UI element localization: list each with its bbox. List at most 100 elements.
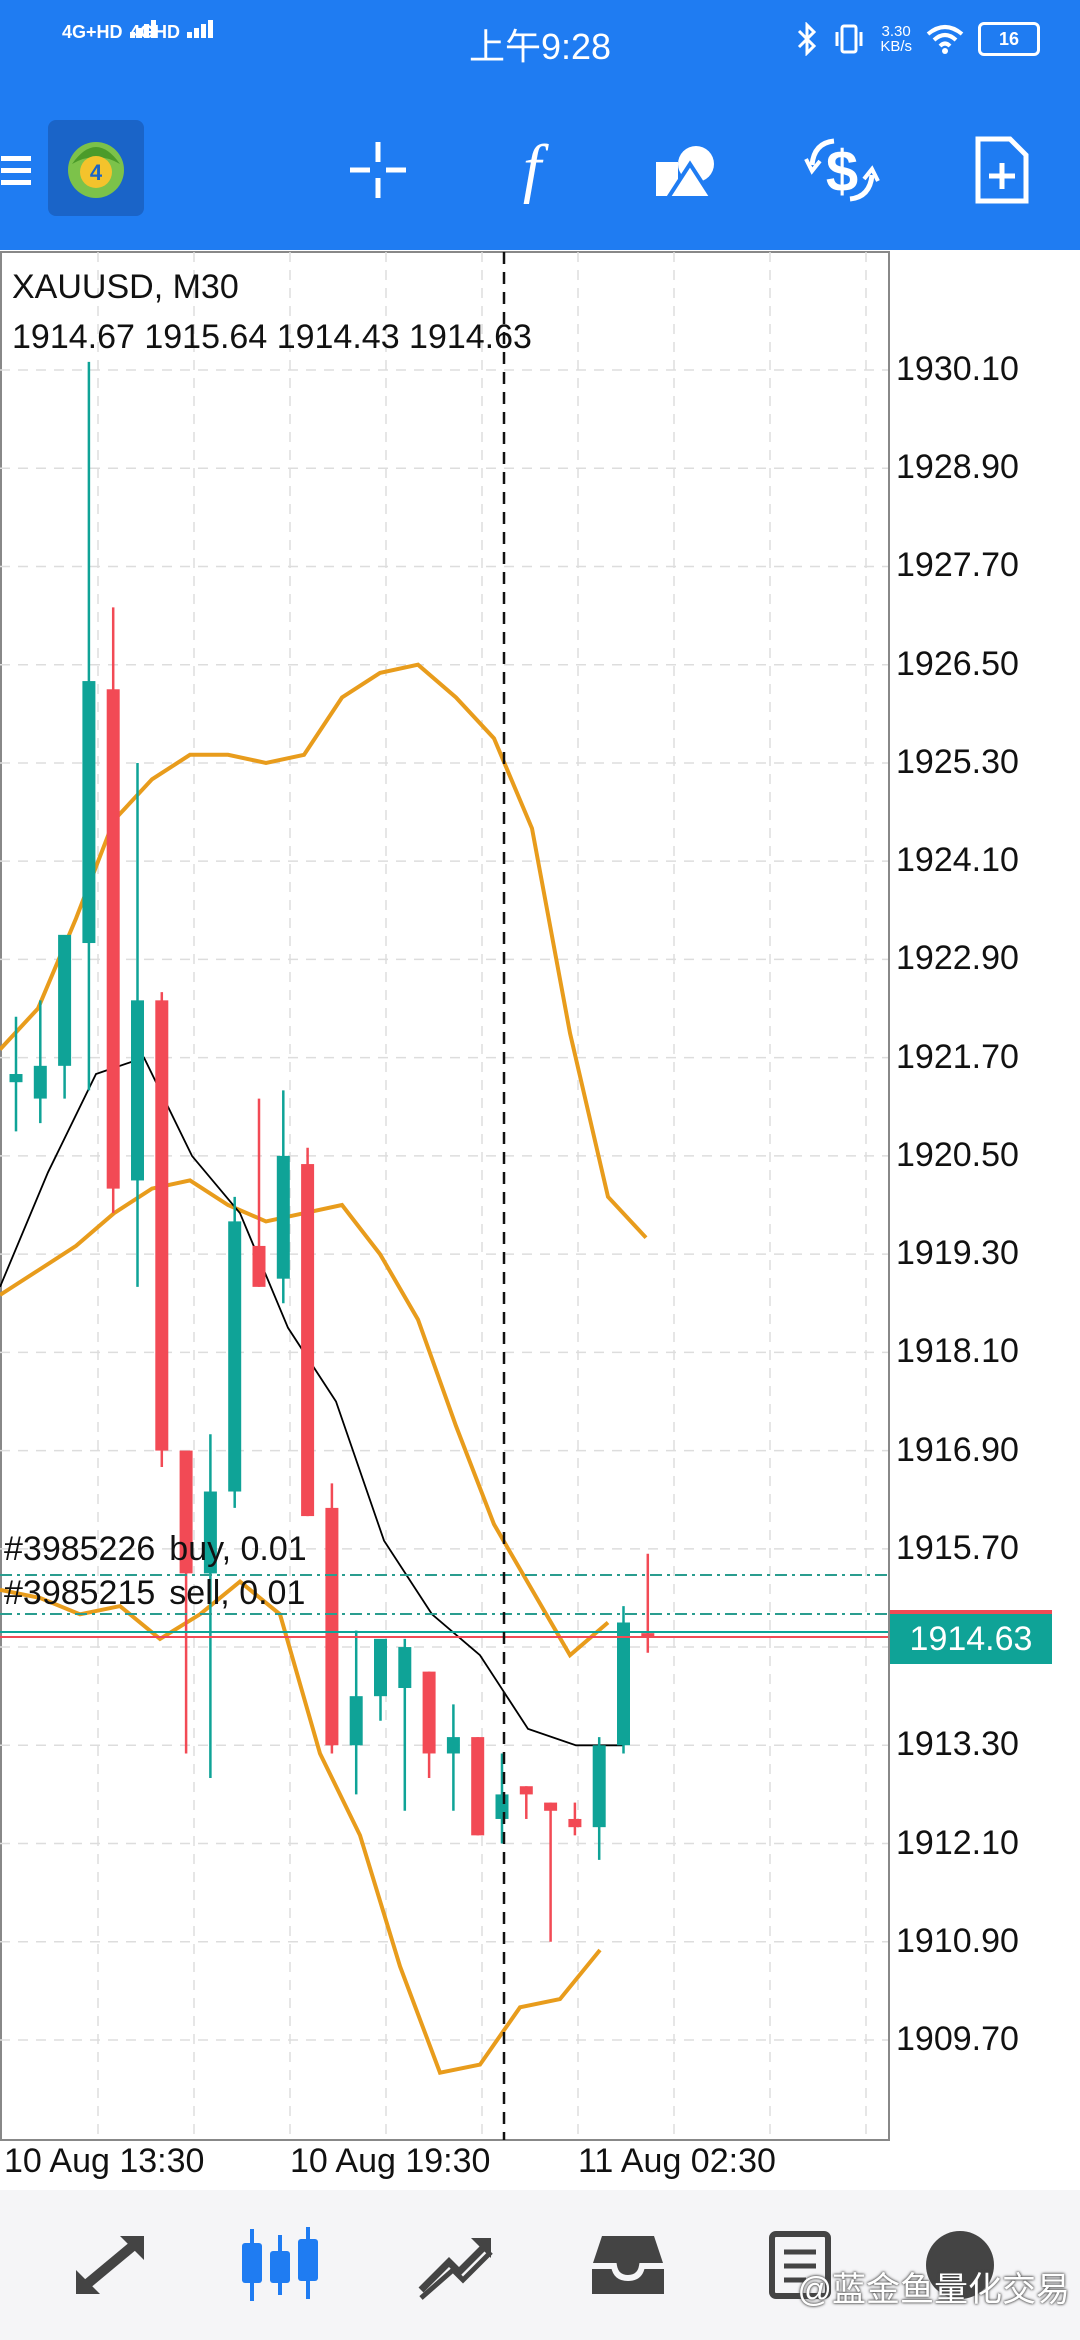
- nav-quotes[interactable]: [60, 2220, 160, 2310]
- trade-nav-icon: [418, 2238, 493, 2300]
- candle-body: [349, 1696, 363, 1746]
- svg-text:$: $: [826, 139, 858, 204]
- top-app-bar: 4G+HD 4GHD 上午9:28 3.30 KB/s: [0, 0, 1080, 250]
- wifi-icon: [926, 25, 964, 54]
- menu-icon: [1, 156, 31, 185]
- price-axis-label: 1920.50: [896, 1135, 1019, 1174]
- candle-body: [33, 1065, 47, 1099]
- trade-button[interactable]: $: [797, 125, 887, 215]
- nav-chart[interactable]: [230, 2220, 330, 2310]
- price-axis-label: 1922.90: [896, 939, 1019, 978]
- time-label: 11 Aug 02:30: [578, 2142, 776, 2180]
- price-axis-label: 1916.90: [896, 1430, 1019, 1469]
- price-axis-label: 1925.30: [896, 742, 1019, 781]
- new-order-icon: [975, 136, 1029, 204]
- candle-body: [58, 934, 72, 1066]
- history-icon: [592, 2236, 664, 2294]
- price-axis-label: 1927.70: [896, 546, 1019, 585]
- candle-body: [398, 1647, 412, 1688]
- indicators-icon: f: [523, 135, 549, 205]
- candle-body: [82, 681, 96, 944]
- price-chart[interactable]: [0, 250, 1080, 2190]
- vibrate-icon: [835, 24, 863, 54]
- order-label-buy: #3985226 buy, 0.01: [4, 1530, 307, 1569]
- candle-body: [519, 1786, 533, 1795]
- candle-body: [252, 1245, 266, 1287]
- objects-icon: [656, 146, 716, 200]
- bluetooth-icon: [798, 22, 817, 56]
- objects-button[interactable]: [643, 125, 733, 215]
- indicators-button[interactable]: f: [487, 125, 577, 215]
- price-axis-label: 1910.90: [896, 1921, 1019, 1960]
- plot-frame: [0, 251, 890, 2141]
- nav-messages[interactable]: [752, 2220, 852, 2310]
- candle-body: [155, 1000, 169, 1451]
- network-speed: 3.30 KB/s: [880, 24, 912, 54]
- time-label: 10 Aug 13:30: [4, 2142, 205, 2180]
- status-time: 上午9:28: [468, 26, 612, 67]
- price-axis-label: 1928.90: [896, 448, 1019, 487]
- price-axis-label: 1912.10: [896, 1823, 1019, 1862]
- settings-icon: [926, 2231, 994, 2299]
- price-axis-label: 1930.10: [896, 350, 1019, 388]
- metatrader-logo-icon: 4: [48, 120, 144, 216]
- chart-toolbar: 4 f $: [0, 100, 1080, 240]
- nav-history[interactable]: [578, 2220, 678, 2310]
- candle-body: [592, 1745, 606, 1828]
- candle-body: [422, 1671, 436, 1754]
- signal-indicator-2: 4GHD: [130, 20, 215, 43]
- signal-label-1: 4G+HD: [62, 22, 123, 42]
- order-id-buy: #3985226: [4, 1530, 156, 1568]
- price-axis-label: 1915.70: [896, 1528, 1019, 1567]
- chart-symbol: XAUUSD, M30: [12, 268, 239, 306]
- candle-body: [131, 1000, 144, 1181]
- crosshair-button[interactable]: [333, 125, 423, 215]
- watermark: @蓝金鱼量化交易: [797, 2271, 1070, 2309]
- candle-body: [617, 1622, 630, 1746]
- network-speed-unit: KB/s: [880, 38, 912, 55]
- candle-body: [374, 1638, 387, 1697]
- order-label-sell: #3985215 sell, 0.01: [4, 1574, 305, 1613]
- candle-body: [179, 1450, 193, 1574]
- signal-label-2: 4GHD: [130, 22, 181, 42]
- new-order-button[interactable]: [957, 125, 1047, 215]
- signal-bars-icon: [187, 20, 215, 43]
- candle-body: [325, 1507, 339, 1746]
- candle-body: [471, 1737, 485, 1836]
- trade-icon: $: [804, 138, 880, 204]
- status-bar: 4G+HD 4GHD 上午9:28 3.30 KB/s: [0, 0, 1080, 82]
- candle-body: [446, 1737, 460, 1754]
- chart-icon: [242, 2227, 318, 2301]
- candle-body: [203, 1491, 217, 1574]
- price-axis-label: 1926.50: [896, 644, 1019, 683]
- price-axis-label: 1924.10: [896, 841, 1019, 880]
- order-type-buy: buy, 0.01: [169, 1530, 307, 1568]
- nav-trade[interactable]: [405, 2220, 505, 2310]
- svg-text:f: f: [523, 135, 549, 205]
- crosshair-icon: [350, 142, 406, 198]
- candle-body: [106, 689, 120, 1189]
- menu-button[interactable]: [0, 125, 48, 215]
- signal-bars-icon: [129, 20, 158, 43]
- order-type-sell: sell, 0.01: [169, 1574, 306, 1612]
- chart-ohlc: 1914.67 1915.64 1914.43 1914.63: [12, 318, 532, 356]
- price-axis-label: 1921.70: [896, 1037, 1019, 1076]
- candle-body: [9, 1074, 23, 1083]
- quotes-icon: [76, 2236, 144, 2294]
- candle-body: [641, 1633, 655, 1637]
- price-axis-label: 1918.10: [896, 1332, 1019, 1371]
- candle-body: [228, 1221, 242, 1492]
- candle-body: [276, 1155, 290, 1279]
- time-label: 10 Aug 19:30: [290, 2142, 491, 2180]
- nav-settings[interactable]: [910, 2220, 1010, 2310]
- candle-body: [301, 1164, 315, 1517]
- candle-body: [568, 1818, 582, 1828]
- svg-text:4: 4: [90, 160, 103, 185]
- current-price-tag: 1914.63: [890, 1610, 1052, 1664]
- network-speed-value: 3.30: [881, 23, 911, 40]
- status-right: 3.30 KB/s 16: [796, 22, 1040, 56]
- app-logo-button[interactable]: 4: [48, 120, 144, 216]
- price-axis-label: 1919.30: [896, 1234, 1019, 1273]
- bollinger-upper: [0, 662, 648, 1240]
- order-id-sell: #3985215: [4, 1574, 156, 1612]
